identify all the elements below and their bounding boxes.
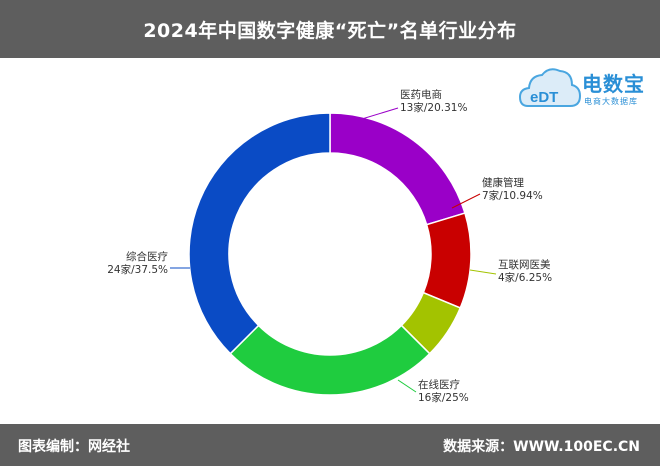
slice-value-label: 13家/20.31% <box>400 101 467 114</box>
chart-title: 2024年中国数字健康“死亡”名单行业分布 <box>143 19 517 42</box>
pie-slice <box>188 112 331 355</box>
logo-name: 电数宝 <box>582 72 645 96</box>
slice-category-label: 互联网医美 <box>498 258 551 271</box>
chart-area: 医药电商 13家/20.31% 健康管理 7家/10.94% 互联网医美 4家/6.25%… <box>0 58 660 424</box>
label-leader-line <box>451 193 481 209</box>
label-leader-line <box>397 379 417 393</box>
logo-mark: eDT <box>530 89 558 106</box>
slice-value-label: 7家/10.94% <box>482 189 543 202</box>
pie-slice <box>229 324 431 396</box>
pie-slice <box>422 212 472 309</box>
logo-tagline: 电商大数据库 <box>584 97 638 106</box>
cloud-logo-icon: eDT <box>518 68 582 107</box>
pie-slice <box>329 112 466 226</box>
slice-category-label: 综合医疗 <box>126 250 168 263</box>
slice-value-label: 4家/6.25% <box>498 271 552 284</box>
label-leader-line <box>469 269 497 275</box>
slice-value-label: 16家/25% <box>418 391 469 404</box>
footer: 图表编制：网经社 数据来源：WWW.100EC.CN <box>0 424 660 466</box>
footer-credit: 图表编制：网经社 <box>18 439 130 455</box>
slice-category-label: 健康管理 <box>482 176 524 189</box>
slice-category-label: 在线医疗 <box>418 378 460 391</box>
logo: eDT 电数宝 电商大数据库 <box>518 62 658 114</box>
slice-category-label: 医药电商 <box>400 88 442 101</box>
title-bar: 2024年中国数字健康“死亡”名单行业分布 <box>0 0 660 58</box>
slice-value-label: 24家/37.5% <box>107 263 168 276</box>
footer-source: 数据来源：WWW.100EC.CN <box>443 439 640 455</box>
label-leader-line <box>351 107 399 123</box>
